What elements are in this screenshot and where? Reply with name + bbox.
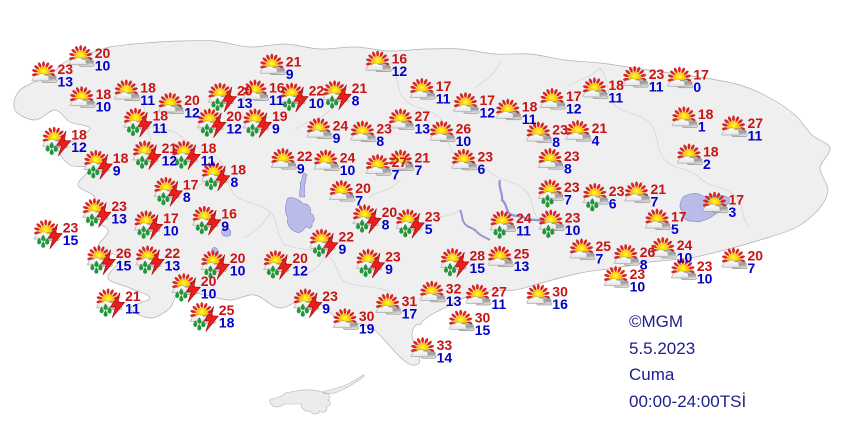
svg-text:7: 7 [651, 194, 659, 210]
svg-text:10: 10 [456, 133, 472, 149]
svg-text:9: 9 [286, 66, 294, 82]
svg-text:10: 10 [95, 57, 111, 73]
svg-text:12: 12 [292, 263, 308, 279]
svg-text:5: 5 [425, 221, 433, 237]
svg-text:10: 10 [677, 249, 693, 265]
svg-text:11: 11 [140, 92, 155, 108]
svg-text:8: 8 [231, 174, 239, 190]
svg-text:9: 9 [385, 261, 393, 277]
svg-text:7: 7 [355, 192, 363, 208]
svg-text:6: 6 [609, 195, 617, 211]
svg-text:12: 12 [184, 105, 200, 121]
svg-text:7: 7 [415, 162, 423, 178]
svg-text:8: 8 [382, 217, 390, 233]
svg-text:10: 10 [340, 162, 356, 178]
svg-text:9: 9 [333, 130, 341, 146]
svg-text:9: 9 [272, 121, 280, 137]
svg-text:12: 12 [226, 121, 242, 137]
svg-text:11: 11 [516, 223, 531, 239]
svg-text:11: 11 [491, 296, 506, 312]
svg-text:7: 7 [596, 251, 604, 267]
svg-text:7: 7 [748, 260, 756, 276]
svg-text:13: 13 [446, 293, 462, 309]
svg-text:12: 12 [566, 100, 582, 116]
svg-text:9: 9 [322, 301, 330, 317]
svg-text:11: 11 [748, 128, 763, 144]
svg-text:10: 10 [630, 278, 646, 294]
svg-text:10: 10 [565, 222, 581, 238]
svg-text:11: 11 [649, 78, 664, 94]
svg-text:14: 14 [437, 349, 453, 365]
svg-text:13: 13 [111, 211, 127, 227]
svg-text:4: 4 [592, 132, 600, 148]
svg-text:18: 18 [219, 314, 235, 330]
svg-text:10: 10 [697, 271, 713, 287]
svg-text:11: 11 [153, 120, 168, 136]
svg-text:15: 15 [475, 322, 491, 338]
svg-text:15: 15 [116, 258, 132, 274]
svg-text:12: 12 [162, 153, 178, 169]
svg-text:13: 13 [165, 258, 181, 274]
svg-text:13: 13 [58, 74, 74, 90]
svg-text:10: 10 [96, 99, 112, 115]
svg-text:8: 8 [564, 160, 572, 176]
svg-text:11: 11 [201, 153, 216, 169]
svg-text:11: 11 [522, 111, 537, 127]
svg-text:12: 12 [71, 139, 87, 155]
svg-text:2: 2 [703, 156, 711, 172]
svg-text:7: 7 [392, 166, 400, 182]
svg-text:19: 19 [359, 321, 375, 337]
svg-text:9: 9 [339, 241, 347, 257]
svg-text:7: 7 [564, 192, 572, 208]
svg-text:1: 1 [698, 119, 706, 135]
svg-text:10: 10 [309, 95, 325, 111]
svg-text:11: 11 [269, 92, 284, 108]
svg-text:8: 8 [183, 189, 191, 205]
svg-text:11: 11 [125, 301, 140, 317]
svg-text:15: 15 [63, 232, 79, 248]
svg-text:12: 12 [480, 105, 496, 121]
svg-text:8: 8 [552, 134, 560, 150]
svg-text:0: 0 [693, 79, 701, 95]
svg-text:15: 15 [470, 260, 486, 276]
svg-text:13: 13 [415, 121, 431, 137]
svg-text:10: 10 [163, 223, 179, 239]
svg-text:8: 8 [352, 93, 360, 109]
svg-text:10: 10 [201, 286, 217, 302]
svg-text:10: 10 [230, 263, 246, 279]
svg-text:13: 13 [514, 258, 530, 274]
svg-text:11: 11 [436, 90, 451, 106]
svg-text:17: 17 [402, 305, 418, 321]
svg-text:8: 8 [376, 133, 384, 149]
svg-text:11: 11 [608, 90, 623, 106]
svg-text:16: 16 [552, 296, 568, 312]
svg-text:9: 9 [113, 162, 121, 178]
svg-text:9: 9 [297, 160, 305, 176]
svg-text:9: 9 [221, 218, 229, 234]
svg-text:3: 3 [729, 204, 737, 220]
svg-text:6: 6 [478, 161, 486, 177]
svg-text:5: 5 [671, 221, 679, 237]
svg-text:12: 12 [392, 63, 408, 79]
